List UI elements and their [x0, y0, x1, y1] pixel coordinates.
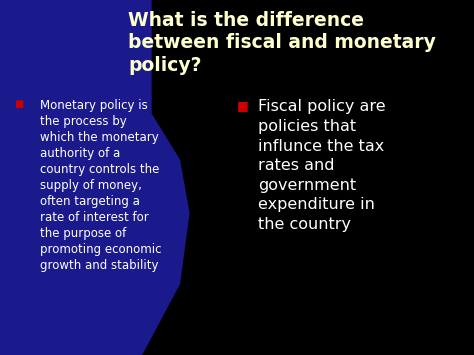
- Text: Fiscal policy are
policies that
influnce the tax
rates and
government
expenditur: Fiscal policy are policies that influnce…: [258, 99, 386, 232]
- Text: What is the difference
between fiscal and monetary
policy?: What is the difference between fiscal an…: [128, 11, 436, 75]
- Text: ■: ■: [14, 99, 24, 109]
- Text: Monetary policy is
the process by
which the monetary
authority of a
country cont: Monetary policy is the process by which …: [40, 99, 162, 272]
- Polygon shape: [0, 0, 190, 355]
- Text: ■: ■: [237, 99, 249, 113]
